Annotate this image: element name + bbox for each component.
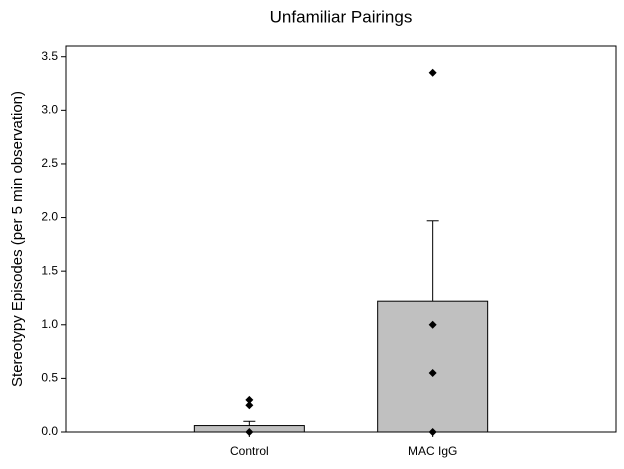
- chart-title: Unfamiliar Pairings: [270, 7, 413, 26]
- plot-frame: [65, 45, 617, 433]
- data-point: [428, 428, 437, 436]
- data-point: [245, 401, 254, 410]
- y-tick-label: 2.5: [41, 156, 58, 170]
- data-point: [428, 369, 437, 378]
- y-tick-label: 1.5: [41, 263, 58, 277]
- x-tick-label: MAC IgG: [408, 444, 457, 458]
- y-tick-label: 0.0: [41, 424, 58, 438]
- y-tick-label: 1.0: [41, 317, 58, 331]
- y-tick-label: 3.5: [41, 49, 58, 63]
- x-tick-label: Control: [230, 444, 269, 458]
- data-point: [428, 68, 437, 77]
- data-point: [245, 428, 254, 436]
- y-tick-label: 0.5: [41, 371, 58, 385]
- y-tick-label: 2.0: [41, 210, 58, 224]
- y-axis-label: Stereotypy Episodes (per 5 min observati…: [9, 91, 26, 387]
- data-point: [245, 395, 254, 404]
- data-point: [428, 320, 437, 329]
- y-tick-label: 3.0: [41, 103, 58, 117]
